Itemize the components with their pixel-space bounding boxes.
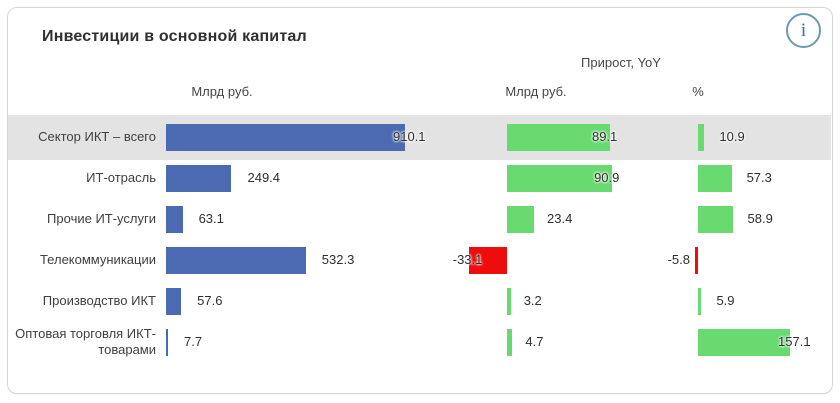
bar-yoy-percent[interactable]	[698, 205, 733, 233]
value-label: 63.1	[198, 211, 224, 226]
bar-yoy-percent[interactable]	[698, 164, 732, 192]
value-label: 157.1	[778, 334, 811, 349]
value-label: 58.9	[747, 211, 773, 226]
category-label: Прочие ИТ-услуги	[47, 211, 156, 226]
value-label: 532.3	[321, 252, 355, 267]
value-label: 7.7	[184, 334, 203, 349]
value-label: 4.7	[525, 334, 544, 349]
bar-yoy-mlrd-rub[interactable]	[507, 328, 513, 356]
selected-row-highlight	[8, 114, 831, 160]
category-label: Производство ИКТ	[42, 293, 156, 308]
bar-yoy-mlrd-rub[interactable]	[468, 246, 507, 274]
bar-yoy-mlrd-rub[interactable]	[507, 205, 535, 233]
column-header-mlrd-rub: Млрд руб.	[191, 84, 253, 99]
page-title: Инвестиции в основной капитал	[42, 28, 307, 45]
category-label: Оптовая торговля ИКТ-товарами	[15, 326, 156, 357]
value-label: -33.1	[452, 252, 483, 267]
value-label: 57.6	[197, 293, 223, 308]
value-label: 5.9	[716, 293, 735, 308]
bar-yoy-percent[interactable]	[698, 287, 702, 315]
bar-yoy-mlrd-rub[interactable]	[507, 123, 610, 151]
bar-yoy-mlrd-rub[interactable]	[507, 164, 613, 192]
bar-investment-mlrd-rub[interactable]	[166, 328, 169, 356]
value-label: 249.4	[247, 170, 281, 185]
column-header-yoy-percent: %	[692, 84, 704, 99]
value-label: 10.9	[719, 129, 745, 144]
category-label: Телекоммуникации	[39, 252, 156, 267]
value-label: 90.9	[594, 170, 620, 185]
value-label: 89.1	[591, 129, 618, 144]
card-background	[7, 7, 833, 394]
bar-investment-mlrd-rub[interactable]	[166, 164, 232, 192]
value-label: 910.1	[392, 129, 426, 144]
bar-yoy-percent[interactable]	[698, 123, 705, 151]
category-label: ИТ-отрасль	[86, 170, 156, 185]
category-label: Сектор ИКТ – всего	[38, 129, 156, 144]
bar-yoy-percent[interactable]	[698, 328, 791, 356]
value-label: 57.3	[746, 170, 772, 185]
bar-investment-mlrd-rub[interactable]	[166, 205, 183, 233]
bar-investment-mlrd-rub[interactable]	[166, 287, 182, 315]
info-button[interactable]: i	[786, 13, 821, 48]
bar-yoy-percent[interactable]	[694, 246, 698, 274]
value-label: 23.4	[547, 211, 573, 226]
bar-investment-mlrd-rub[interactable]	[166, 246, 306, 274]
column-group-header-yoy: Прирост, YoY	[581, 55, 661, 70]
value-label: 3.2	[523, 293, 542, 308]
bar-yoy-mlrd-rub[interactable]	[507, 287, 511, 315]
column-header-yoy-mlrd-rub: Млрд руб.	[505, 84, 567, 99]
bar-investment-mlrd-rub[interactable]	[166, 123, 405, 151]
value-label: -5.8	[667, 252, 690, 267]
info-icon: i	[800, 20, 807, 41]
